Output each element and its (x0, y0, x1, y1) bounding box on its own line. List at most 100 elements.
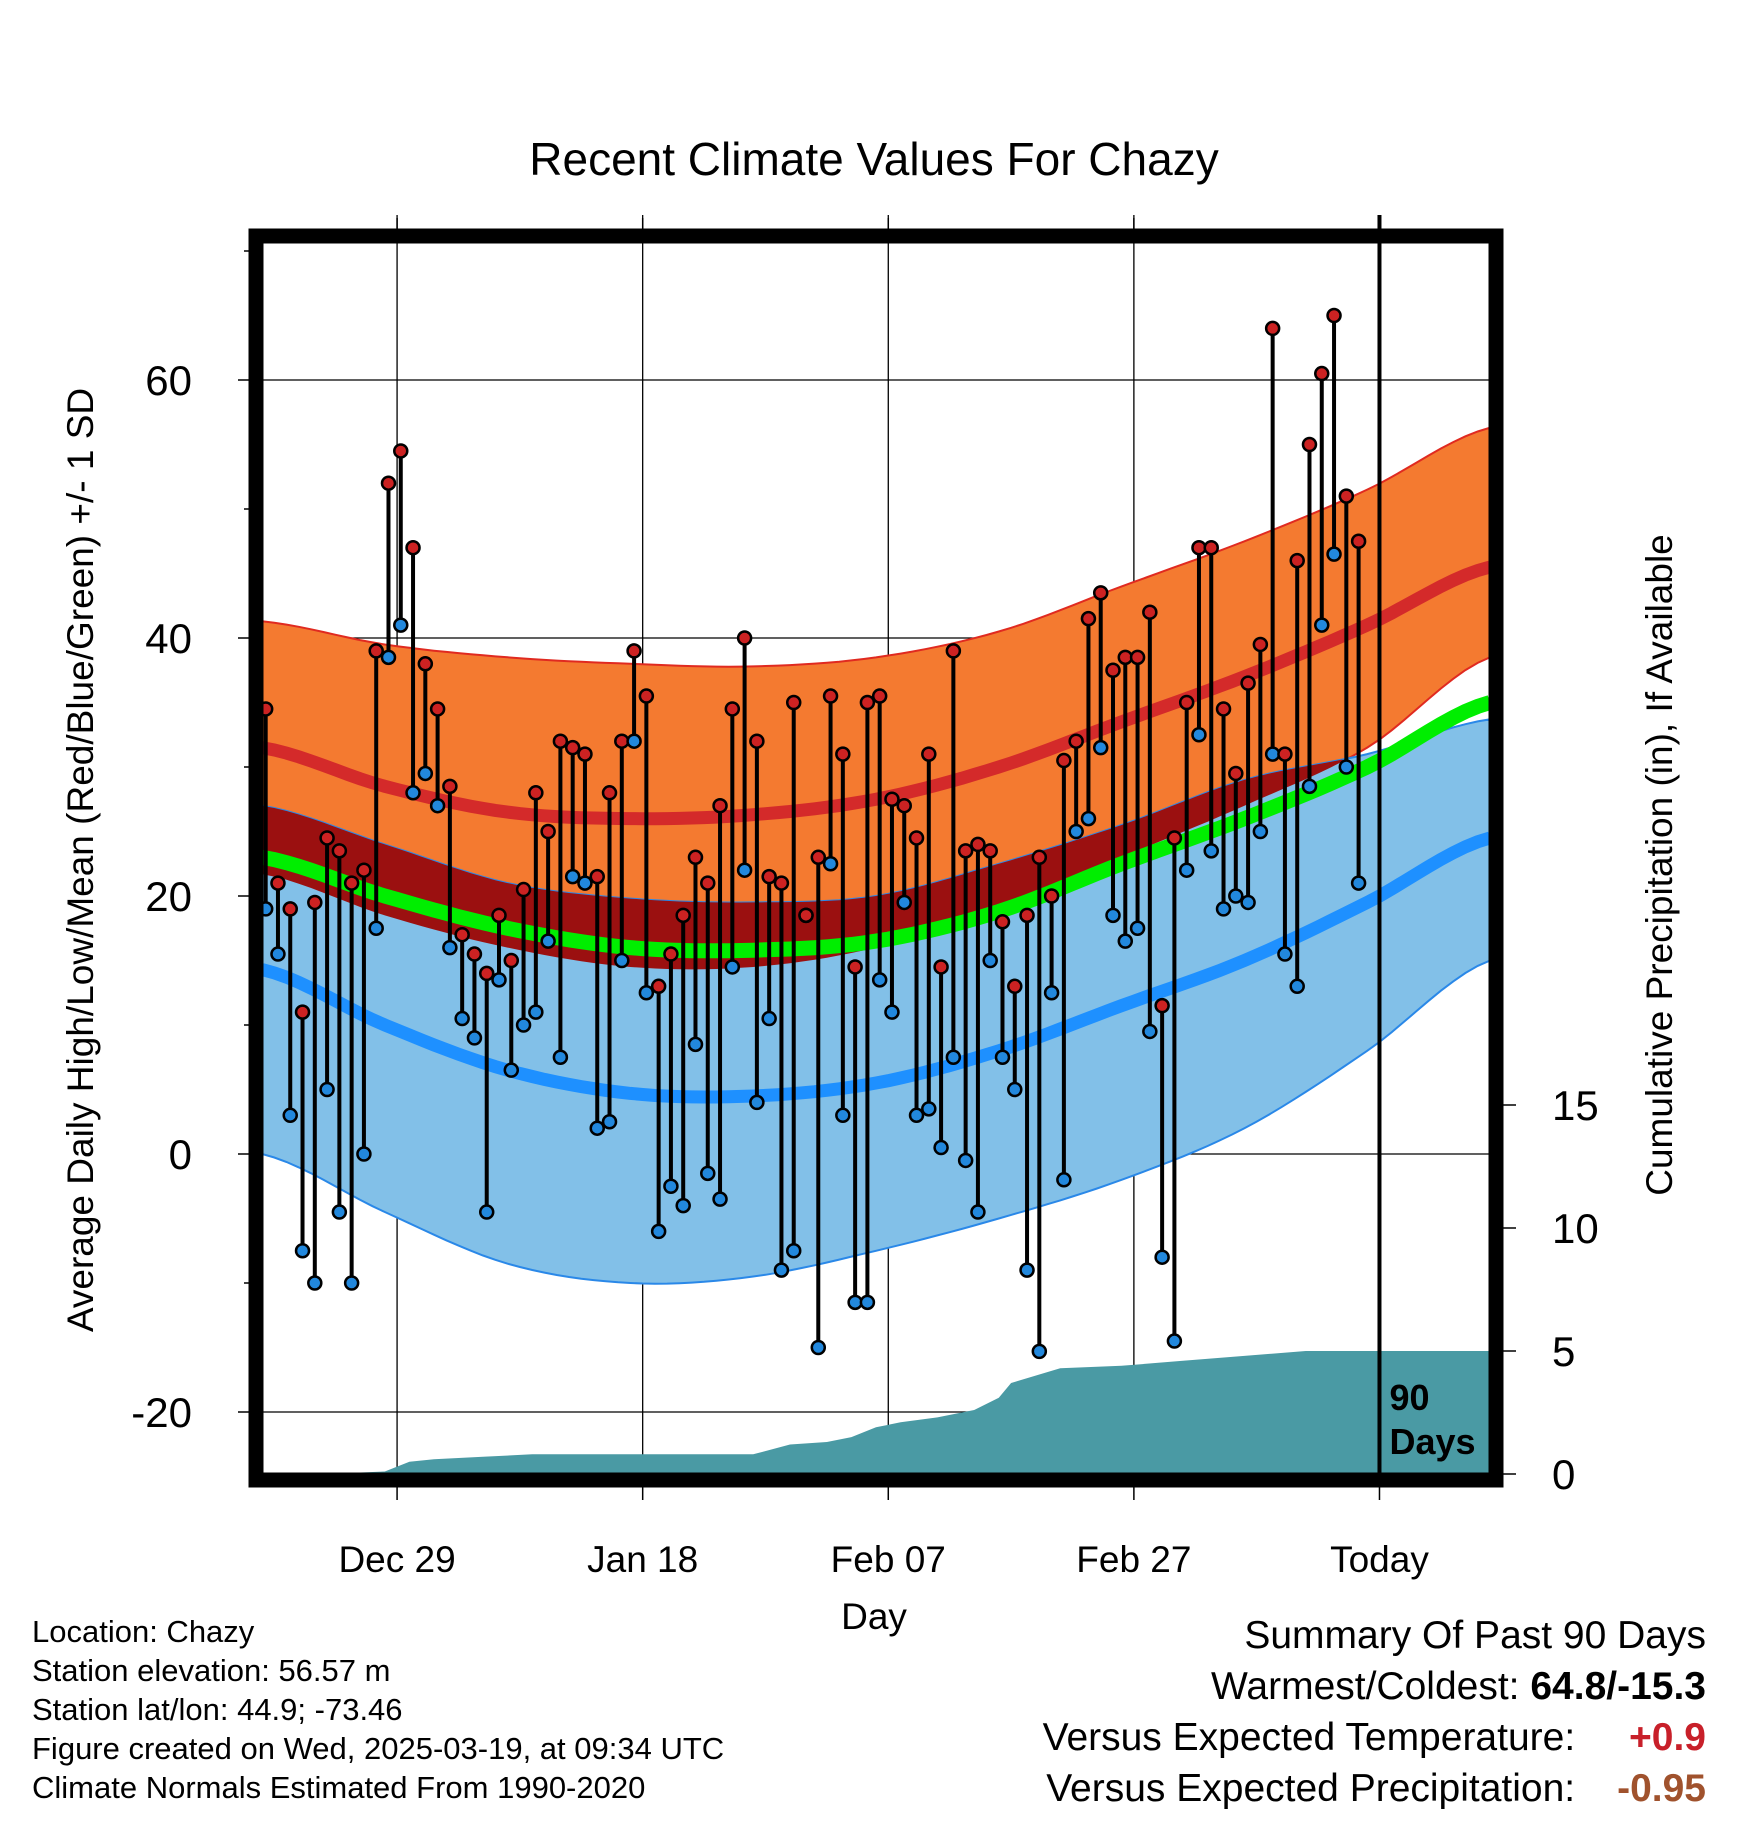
x-tick-label: Today (1330, 1539, 1429, 1580)
daily-low-point (626, 733, 642, 749)
daily-high-point (1154, 997, 1170, 1014)
daily-low-point (1301, 778, 1318, 795)
daily-high-point (1326, 307, 1342, 324)
daily-high-point (773, 875, 790, 891)
daily-low-point (700, 1165, 716, 1182)
summary-temp-row: Versus Expected Temperature: +0.9 (1043, 1712, 1706, 1763)
daily-low-point (663, 1178, 679, 1194)
daily-high-point (294, 1004, 311, 1020)
daily-low-point (1080, 810, 1097, 827)
daily-high-point (1264, 320, 1281, 337)
warmest-value: 64.8/-15.3 (1530, 1665, 1706, 1708)
daily-low-point (896, 894, 912, 911)
daily-high-point (884, 791, 900, 807)
daily-high-point (540, 823, 556, 840)
daily-high-point (262, 701, 274, 717)
daily-low-point (282, 1107, 298, 1124)
daily-low-point (736, 862, 753, 878)
precip-area (262, 1351, 1490, 1474)
daily-high-point (1338, 488, 1355, 504)
daily-high-point (896, 797, 912, 814)
high-mean-line (262, 560, 1490, 826)
daily-high-point (1178, 694, 1195, 711)
daily-high-point (945, 643, 962, 659)
daily-low-point (1117, 933, 1134, 949)
daily-low-point (429, 797, 446, 814)
daily-high-point (1043, 888, 1060, 904)
daily-high-point (405, 539, 421, 556)
daily-low-point (810, 1339, 827, 1356)
daily-low-point (1277, 946, 1293, 962)
daily-low-point (884, 1004, 900, 1020)
daily-low-point (982, 952, 998, 969)
warmest-label: Warmest/Coldest: (1211, 1665, 1520, 1708)
daily-low-point (1105, 907, 1121, 924)
daily-high-point (1092, 585, 1109, 601)
daily-high-point (270, 875, 286, 891)
daily-low-point (871, 972, 888, 988)
daily-low-point (454, 1010, 470, 1027)
summary-precip-row: Versus Expected Precipitation: -0.95 (1043, 1763, 1706, 1814)
daily-high-point (798, 907, 814, 924)
x-axis-label: Day (841, 1596, 907, 1637)
daily-high-point (1314, 365, 1330, 382)
daily-high-point (847, 959, 863, 975)
daily-low-point (1142, 1023, 1158, 1040)
daily-high-point (687, 849, 704, 866)
temp-value: +0.9 (1629, 1716, 1706, 1759)
daily-low-point (1326, 546, 1342, 562)
latlon-text: Station lat/lon: 44.9; -73.46 (32, 1692, 403, 1727)
daily-high-point (282, 901, 298, 917)
y-tick-label: 40 (145, 615, 192, 662)
daily-low-point (1031, 1343, 1048, 1360)
daily-low-point (1314, 617, 1330, 633)
daily-high-point (908, 830, 925, 846)
daily-high-point (466, 946, 483, 962)
daily-low-point (945, 1049, 962, 1065)
daily-low-point (331, 1204, 348, 1220)
daily-high-point (994, 914, 1011, 930)
daily-low-point (1252, 823, 1269, 840)
daily-high-point (761, 868, 777, 885)
precip-label: Versus Expected Precipitation: (1046, 1767, 1576, 1810)
daily-high-point (564, 739, 581, 756)
station-info: Location: Chazy Station elevation: 56.57… (32, 1612, 724, 1807)
daily-high-point (552, 733, 569, 749)
daily-low-point (1228, 888, 1244, 904)
daily-high-point (970, 836, 986, 853)
daily-high-point (1105, 662, 1121, 678)
daily-high-point (700, 875, 716, 891)
daily-high-point (1129, 649, 1146, 666)
daily-low-point (393, 617, 409, 633)
daily-low-point (1068, 823, 1084, 840)
daily-low-point (380, 649, 397, 666)
x-tick-label: Feb 07 (831, 1539, 946, 1580)
daily-low-point (638, 985, 655, 1001)
daily-low-point (1056, 1172, 1072, 1188)
daily-low-point (957, 1152, 974, 1169)
daily-low-point (442, 939, 458, 956)
daily-low-point (405, 785, 421, 801)
overlap-band (262, 759, 1343, 970)
daily-low-point (724, 959, 741, 975)
elevation-text: Station elevation: 56.57 m (32, 1653, 391, 1688)
daily-high-point (822, 688, 839, 704)
daily-low-point (859, 1294, 876, 1311)
summary-title: Summary Of Past 90 Days (1244, 1614, 1706, 1657)
daily-high-point (1166, 830, 1183, 846)
plot-content (262, 307, 1490, 1474)
daily-high-point (724, 701, 741, 717)
daily-high-point (491, 907, 507, 924)
daily-high-point (871, 688, 888, 704)
daily-high-point (626, 643, 642, 659)
daily-high-point (343, 875, 360, 891)
precip-value: -0.95 (1617, 1767, 1706, 1810)
x-tick-label: Dec 29 (338, 1539, 455, 1580)
daily-high-point (785, 694, 802, 711)
daily-high-point (589, 868, 605, 885)
daily-low-point (835, 1107, 851, 1124)
daily-high-point (1080, 610, 1097, 627)
daily-high-point (1031, 849, 1048, 866)
chart-title: Recent Climate Values For Chazy (529, 133, 1218, 185)
